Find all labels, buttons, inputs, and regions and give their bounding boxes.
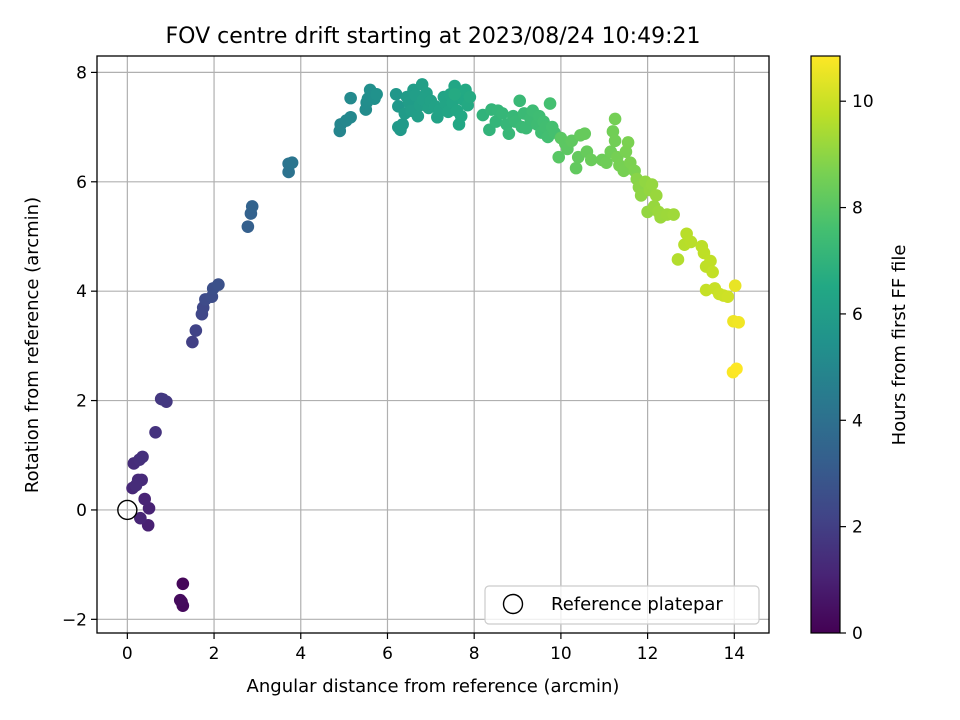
y-tick-label: 8 [76, 63, 87, 83]
x-axis-ticks: 0 2 4 6 8 10 12 14 [122, 633, 745, 664]
data-point [370, 87, 383, 101]
data-point [608, 134, 622, 148]
data-point [129, 479, 143, 492]
y-tick-label: 4 [76, 282, 87, 302]
colorbar-label: Hours from first FF file [889, 245, 910, 446]
data-point [186, 335, 199, 349]
data-point [513, 94, 527, 108]
data-point [684, 235, 698, 249]
colorbar-ticks: 0 2 4 6 8 10 [840, 92, 874, 644]
colorbar-tick-label: 0 [852, 624, 863, 644]
reference-platepar-marker [117, 499, 138, 521]
x-tick-label: 4 [295, 644, 306, 664]
reference-marker-group [117, 499, 138, 521]
chart-title: FOV centre drift starting at 2023/08/24 … [166, 24, 701, 49]
data-point [732, 316, 745, 329]
data-point [667, 208, 680, 221]
data-point [671, 253, 685, 266]
data-point [136, 450, 149, 464]
data-point [134, 511, 147, 525]
data-point [706, 265, 719, 279]
x-tick-label: 14 [723, 644, 745, 664]
data-point [396, 118, 409, 131]
y-tick-label: 2 [76, 392, 87, 412]
y-axis-ticks: −2 0 2 4 6 8 [62, 63, 97, 630]
data-point [245, 200, 259, 213]
data-point [704, 254, 717, 268]
data-point [552, 150, 566, 164]
legend: Reference platepar [484, 585, 760, 625]
data-point [502, 127, 516, 140]
data-point [176, 577, 190, 591]
colorbar-tick-label: 10 [852, 92, 874, 112]
data-point [578, 127, 592, 140]
legend-label: Reference platepar [551, 594, 723, 615]
data-point [569, 161, 583, 175]
colorbar-tick-label: 4 [852, 411, 863, 431]
data-point [389, 87, 403, 101]
data-point [411, 109, 425, 123]
y-axis-label: Rotation from reference (arcmin) [22, 197, 43, 493]
x-tick-label: 12 [637, 644, 659, 664]
data-point [285, 156, 299, 169]
data-point [608, 112, 622, 126]
colorbar-tick-label: 2 [852, 518, 863, 538]
x-tick-label: 0 [122, 644, 133, 664]
data-point [721, 290, 735, 303]
x-tick-label: 8 [469, 644, 480, 664]
data-points [126, 78, 745, 612]
data-point [600, 156, 613, 169]
y-tick-label: 0 [76, 501, 87, 521]
data-point [645, 178, 659, 191]
x-tick-label: 6 [382, 644, 393, 664]
data-point [730, 362, 743, 376]
data-point [463, 90, 477, 104]
data-point [496, 107, 509, 120]
colorbar-tick-label: 8 [852, 199, 863, 219]
data-point [621, 136, 635, 149]
data-point [344, 110, 357, 124]
data-point [728, 279, 742, 293]
data-point [454, 109, 468, 123]
data-point [156, 393, 170, 406]
colorbar: 0 2 4 6 8 10 Hours from first FF file [810, 55, 910, 644]
data-point [212, 278, 225, 291]
data-point [448, 87, 461, 101]
data-point [189, 324, 203, 337]
x-tick-label: 10 [550, 644, 572, 664]
data-point [543, 97, 557, 110]
legend-reference-marker [502, 593, 524, 615]
x-axis-label: Angular distance from reference (arcmin) [247, 676, 620, 697]
data-point [173, 593, 187, 607]
data-point [649, 189, 663, 202]
data-point [241, 220, 255, 233]
x-tick-label: 2 [209, 644, 220, 664]
y-tick-label: −2 [62, 610, 87, 630]
data-point [138, 492, 151, 506]
y-tick-label: 6 [76, 173, 87, 193]
data-point [584, 153, 598, 167]
colorbar-gradient [810, 55, 841, 634]
plot-frame [96, 55, 770, 634]
colorbar-tick-label: 6 [852, 305, 863, 325]
data-point [344, 91, 357, 105]
data-point [149, 425, 162, 439]
legend-box [484, 585, 760, 625]
